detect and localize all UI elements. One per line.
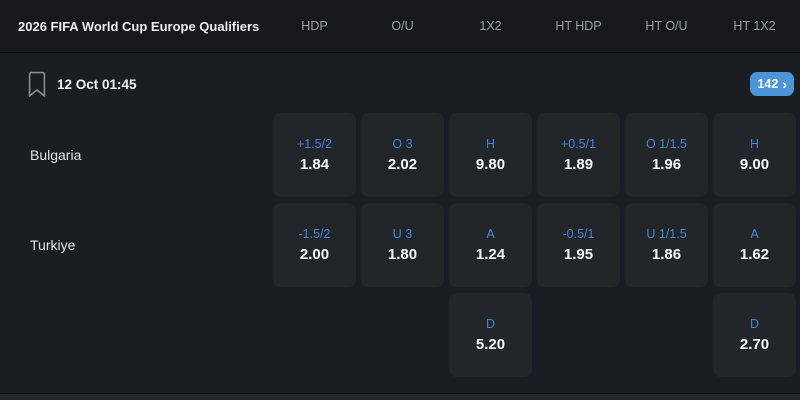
odds-cell-away-ht-1x2[interactable]: A 1.62 xyxy=(713,203,796,287)
odds-cell-away-ht-ou[interactable]: U 1/1.5 1.86 xyxy=(625,203,708,287)
odds-label: H xyxy=(485,137,496,151)
odds-label: H xyxy=(749,137,760,151)
odds-value: 5.20 xyxy=(475,336,506,353)
odds-cell-away-ou[interactable]: U 3 1.80 xyxy=(361,203,444,287)
odds-label: -0.5/1 xyxy=(562,227,595,241)
odds-cell-home-1x2[interactable]: H 9.80 xyxy=(449,113,532,197)
league-header-bar: 2026 FIFA World Cup Europe Qualifiers HD… xyxy=(0,0,800,53)
odds-value: 9.00 xyxy=(739,156,770,173)
odds-grid: Bulgaria +1.5/2 1.84 O 3 2.02 H 9.80 +0.… xyxy=(0,113,800,377)
team-name-away: Turkiye xyxy=(30,237,76,253)
odds-label: A xyxy=(486,227,495,241)
odds-value: 1.84 xyxy=(299,156,330,173)
more-markets-count: 142 xyxy=(757,77,779,91)
odds-cell-away-ht-hdp[interactable]: -0.5/1 1.95 xyxy=(537,203,620,287)
odds-cell-home-ht-1x2[interactable]: H 9.00 xyxy=(713,113,796,197)
column-header-ht-1x2: HT 1X2 xyxy=(733,19,776,33)
odds-cell-draw-ht-1x2[interactable]: D 2.70 xyxy=(713,293,796,377)
column-header-ou: O/U xyxy=(391,19,414,33)
odds-cell-away-hdp[interactable]: -1.5/2 2.00 xyxy=(273,203,356,287)
odds-value: 1.95 xyxy=(563,246,594,263)
kickoff-time: 12 Oct 01:45 xyxy=(57,76,137,92)
team-name-home: Bulgaria xyxy=(30,147,82,163)
odds-value: 1.24 xyxy=(475,246,506,263)
odds-cell-draw-1x2[interactable]: D 5.20 xyxy=(449,293,532,377)
column-header-hdp: HDP xyxy=(301,19,328,33)
odds-value: 1.80 xyxy=(387,246,418,263)
more-markets-badge[interactable]: 142 › xyxy=(750,72,794,96)
odds-value: 1.62 xyxy=(739,246,770,263)
odds-label: A xyxy=(750,227,759,241)
odds-value: 1.89 xyxy=(563,156,594,173)
match-subheader: 12 Oct 01:45 142 › xyxy=(0,53,800,105)
odds-value: 1.86 xyxy=(651,246,682,263)
column-header-ht-hdp: HT HDP xyxy=(555,19,602,33)
column-header-ht-ou: HT O/U xyxy=(645,19,688,33)
odds-value: 2.02 xyxy=(387,156,418,173)
odds-value: 2.70 xyxy=(739,336,770,353)
chevron-right-icon: › xyxy=(782,75,787,92)
odds-label: -1.5/2 xyxy=(298,227,331,241)
odds-label: O 1/1.5 xyxy=(646,137,687,151)
odds-cell-home-ht-ou[interactable]: O 1/1.5 1.96 xyxy=(625,113,708,197)
odds-label: O 3 xyxy=(392,137,413,151)
odds-label: U 1/1.5 xyxy=(646,227,687,241)
odds-value: 9.80 xyxy=(475,156,506,173)
odds-label: +0.5/1 xyxy=(560,137,597,151)
next-section-divider xyxy=(0,393,800,400)
odds-cell-home-ht-hdp[interactable]: +0.5/1 1.89 xyxy=(537,113,620,197)
odds-label: +1.5/2 xyxy=(296,137,333,151)
odds-cell-home-hdp[interactable]: +1.5/2 1.84 xyxy=(273,113,356,197)
odds-cell-away-1x2[interactable]: A 1.24 xyxy=(449,203,532,287)
odds-cell-home-ou[interactable]: O 3 2.02 xyxy=(361,113,444,197)
column-header-1x2: 1X2 xyxy=(479,19,502,33)
odds-value: 2.00 xyxy=(299,246,330,263)
odds-value: 1.96 xyxy=(651,156,682,173)
bookmark-icon[interactable] xyxy=(28,71,46,98)
league-title: 2026 FIFA World Cup Europe Qualifiers xyxy=(18,18,260,34)
odds-label: D xyxy=(749,317,760,331)
odds-label: D xyxy=(485,317,496,331)
odds-label: U 3 xyxy=(392,227,413,241)
